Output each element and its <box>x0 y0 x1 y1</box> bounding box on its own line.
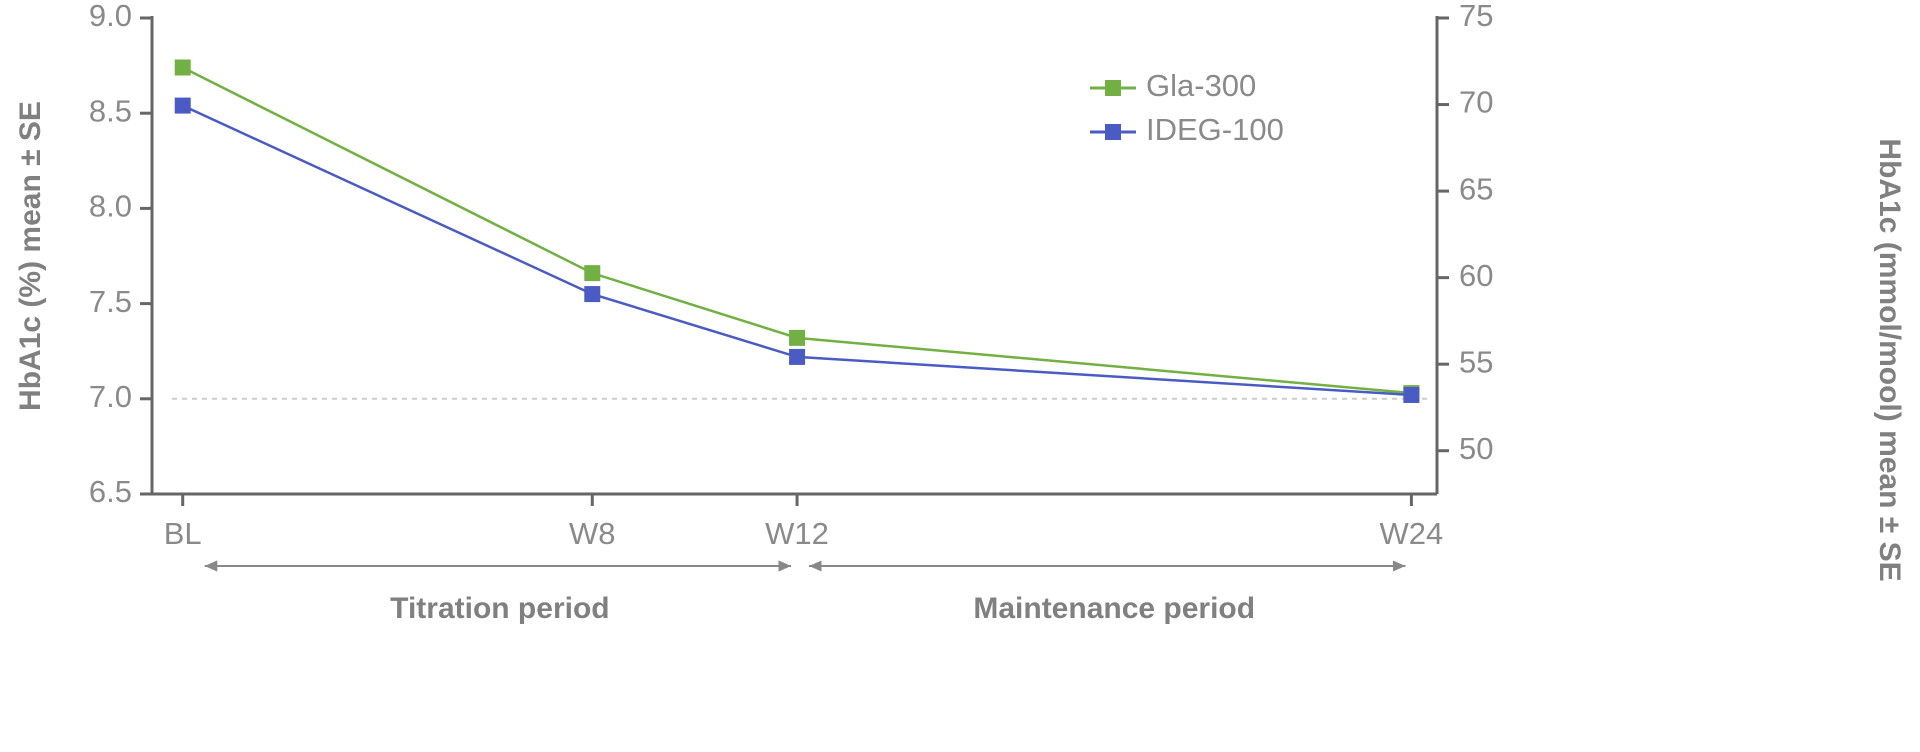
y2-tick-label: 75 <box>1459 0 1493 33</box>
point <box>584 286 601 303</box>
point <box>1403 386 1420 403</box>
y2-tick-label: 65 <box>1459 171 1493 206</box>
point <box>584 265 601 282</box>
y-tick-label: 7.5 <box>89 284 132 319</box>
y-tick-label: 9.0 <box>89 0 132 33</box>
y-tick-label: 7.0 <box>89 379 132 414</box>
period-label: Titration period <box>390 592 609 625</box>
point <box>174 97 191 114</box>
legend-label: IDEG-100 <box>1146 112 1284 147</box>
y2-tick-label: 55 <box>1459 344 1493 379</box>
legend-marker <box>1105 124 1121 140</box>
x-tick-label: W24 <box>1380 516 1444 551</box>
y2-axis-title: HbA1c (mmol/mool) mean ± SE <box>1873 138 1906 581</box>
series-line <box>182 66 1412 395</box>
series-line <box>182 104 1412 397</box>
period-label: Maintenance period <box>973 592 1255 625</box>
point <box>789 348 806 365</box>
x-tick-label: BL <box>164 516 202 551</box>
point <box>789 329 806 346</box>
legend-marker <box>1105 80 1121 96</box>
y-tick-label: 8.5 <box>89 93 132 128</box>
y-axis-title: HbA1c (%) mean ± SE <box>14 101 47 411</box>
y2-tick-label: 60 <box>1459 258 1493 293</box>
legend-label: Gla-300 <box>1146 68 1256 103</box>
x-tick-label: W12 <box>765 516 829 551</box>
y-tick-label: 8.0 <box>89 189 132 224</box>
x-tick-label: W8 <box>569 516 616 551</box>
y2-tick-label: 70 <box>1459 85 1493 120</box>
y-tick-label: 6.5 <box>89 474 132 509</box>
point <box>174 59 191 76</box>
y2-tick-label: 50 <box>1459 431 1493 466</box>
